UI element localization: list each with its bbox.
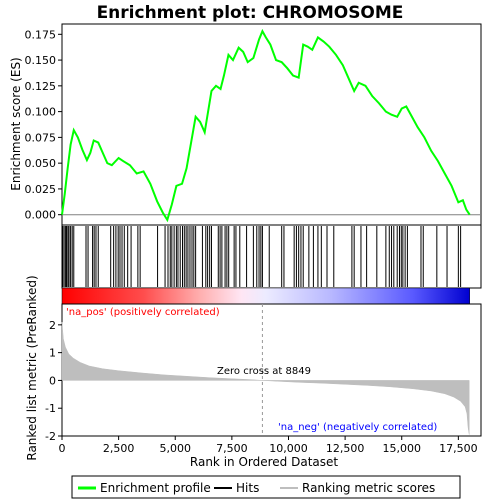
es-y-tick-label: 0.150 <box>25 54 57 67</box>
legend: Enrichment profile Hits Ranking metric s… <box>71 475 461 499</box>
x-tick-label: 15,000 <box>382 442 421 455</box>
metric-y-tick-label: 2 <box>49 319 56 332</box>
es-y-tick-label: 0.075 <box>25 131 57 144</box>
x-tick-label: 2,500 <box>103 442 135 455</box>
es-y-tick-label: 0.000 <box>25 209 57 222</box>
metric-y-tick-label: -1 <box>45 402 56 415</box>
es-y-tick-label: 0.025 <box>25 183 57 196</box>
x-tick-label: 5,000 <box>159 442 191 455</box>
x-axis: 0 2,500 5,000 7,500 10,000 12,500 15,000 17,500 <box>59 436 478 455</box>
hits-panel-frame <box>61 224 482 289</box>
hits-panel <box>61 224 482 289</box>
metric-panel-frame <box>61 303 482 437</box>
neg-correlated-label: 'na_neg' (negatively correlated) <box>278 422 437 433</box>
es-y-tick-label: 0.125 <box>25 80 57 93</box>
metric-panel: -2 -1 0 1 2 0 2,500 5,000 7,500 10,000 12,500 15,0… <box>25 275 482 469</box>
enrichment-profile-line <box>61 28 471 223</box>
zero-cross-label: Zero cross at 8849 <box>217 366 311 377</box>
x-tick-label: 17,500 <box>439 442 478 455</box>
es-y-label: Enrichment score (ES) <box>9 57 23 190</box>
x-tick-label: 0 <box>59 442 66 455</box>
metric-y-tick-label: 1 <box>49 347 56 360</box>
x-tick-label: 12,500 <box>326 442 365 455</box>
legend-box <box>71 475 461 499</box>
es-y-tick-label: 0.100 <box>25 106 57 119</box>
es-y-axis: 0.000 0.025 0.050 0.075 0.100 0.125 0.150 0.175 <box>25 28 62 222</box>
metric-y-tick-label: 0 <box>49 374 56 387</box>
es-panel: 0.000 0.025 0.050 0.075 0.100 0.125 0.150 0.175… <box>9 23 482 226</box>
x-tick-label: 7,500 <box>216 442 248 455</box>
x-tick-label: 10,000 <box>269 442 308 455</box>
legend-label-enrichment: Enrichment profile <box>100 481 211 495</box>
x-axis-label: Rank in Ordered Dataset <box>190 455 338 469</box>
rank-gradient-bar <box>61 287 470 305</box>
legend-label-metric: Ranking metric scores <box>302 481 435 495</box>
ranking-metric-area <box>61 322 470 435</box>
hit-lines <box>62 226 462 287</box>
metric-y-label: Ranked list metric (PreRanked) <box>25 275 39 460</box>
legend-label-hits: Hits <box>236 481 259 495</box>
es-panel-frame <box>61 23 482 226</box>
metric-y-axis: -2 -1 0 1 2 <box>45 319 62 443</box>
pos-correlated-label: 'na_pos' (positively correlated) <box>66 307 220 318</box>
metric-y-tick-label: -2 <box>45 430 56 443</box>
es-y-tick-label: 0.175 <box>25 28 57 41</box>
es-y-tick-label: 0.050 <box>25 157 57 170</box>
rank-color-bar <box>61 287 470 305</box>
chart-title: Enrichment plot: CHROMOSOME <box>97 3 404 23</box>
